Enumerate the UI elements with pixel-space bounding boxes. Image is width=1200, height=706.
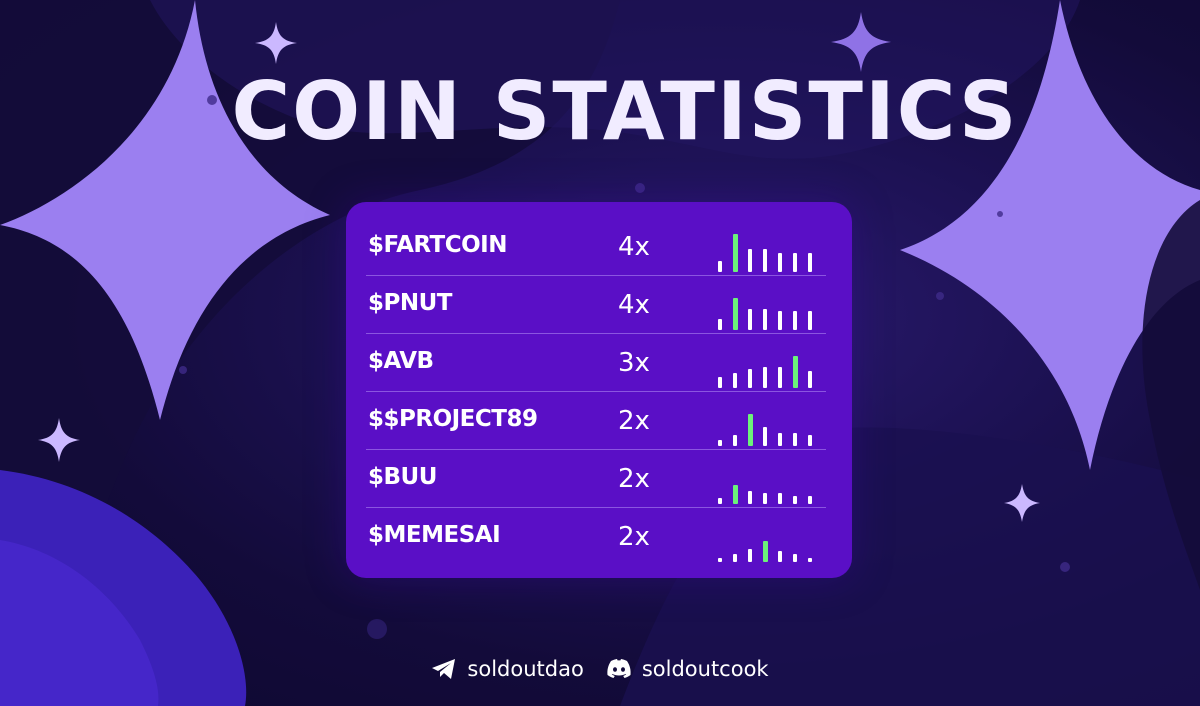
coin-name: $$PROJECT89 — [368, 406, 538, 432]
bar — [748, 369, 752, 388]
coin-multiplier: 4x — [618, 232, 650, 262]
bar — [793, 433, 797, 446]
big-star-left — [0, 0, 330, 420]
sparkle-top-right — [831, 12, 891, 72]
coin-row: $AVB 3x — [366, 334, 826, 392]
bar — [718, 558, 722, 562]
discord-icon — [607, 659, 631, 678]
coin-name: $AVB — [368, 348, 434, 374]
row-divider — [366, 391, 826, 392]
bar — [748, 491, 752, 504]
dot — [997, 211, 1003, 217]
bar — [778, 311, 782, 330]
bar — [748, 249, 752, 272]
mini-bar-chart — [716, 282, 830, 330]
bar — [718, 377, 722, 388]
highlight-bar — [793, 356, 798, 388]
coin-multiplier: 2x — [618, 406, 650, 436]
coin-name: $BUU — [368, 464, 437, 490]
mini-bar-chart — [716, 514, 830, 562]
big-star-right — [900, 0, 1200, 470]
sparkle-top-left — [255, 22, 297, 64]
bar — [718, 440, 722, 446]
bar — [733, 435, 737, 446]
bar — [808, 435, 812, 446]
row-divider — [366, 449, 826, 450]
coin-name: $PNUT — [368, 290, 452, 316]
footer: soldoutdao soldoutcook — [0, 652, 1200, 686]
mini-bar-chart — [716, 456, 830, 504]
coin-statistics-card: $FARTCOIN 4x $PNUT 4x $AVB 3x $$PROJECT89 2x $BU… — [346, 202, 852, 578]
bg-blob-bottom-left-inner — [0, 540, 159, 706]
bar — [763, 427, 767, 446]
bar — [808, 371, 812, 388]
highlight-bar — [748, 414, 753, 446]
dot — [635, 183, 645, 193]
coin-multiplier: 2x — [618, 522, 650, 552]
bar — [793, 311, 797, 330]
mini-bar-chart — [716, 224, 830, 272]
coin-multiplier: 4x — [618, 290, 650, 320]
page-title: COIN STATISTICS — [231, 65, 1019, 158]
dot — [367, 619, 387, 639]
highlight-bar — [733, 298, 738, 330]
bar — [793, 496, 797, 504]
bar — [808, 253, 812, 272]
coin-multiplier: 3x — [618, 348, 650, 378]
bar — [763, 367, 767, 388]
bar — [778, 493, 782, 504]
coin-multiplier: 2x — [618, 464, 650, 494]
bar — [808, 496, 812, 504]
bar — [793, 253, 797, 272]
dot — [207, 95, 217, 105]
bar — [778, 367, 782, 388]
telegram-icon — [432, 659, 456, 679]
telegram-link[interactable]: soldoutdao — [431, 657, 584, 681]
sparkle-right — [1004, 484, 1040, 522]
bar — [718, 498, 722, 504]
bar — [778, 551, 782, 562]
discord-link[interactable]: soldoutcook — [606, 657, 769, 681]
bar — [718, 319, 722, 330]
row-divider — [366, 507, 826, 508]
coin-row: $$PROJECT89 2x — [366, 392, 826, 450]
bar — [778, 433, 782, 446]
coin-name: $MEMESAI — [368, 522, 501, 548]
coin-name: $FARTCOIN — [368, 232, 507, 258]
bar — [763, 309, 767, 330]
discord-handle: soldoutcook — [641, 657, 769, 681]
row-divider — [366, 333, 826, 334]
bar — [763, 249, 767, 272]
bar — [778, 253, 782, 272]
bar — [718, 261, 722, 272]
bar — [748, 309, 752, 330]
sparkle-left — [38, 418, 80, 462]
bar — [808, 558, 812, 562]
bar — [748, 549, 752, 562]
coin-row: $MEMESAI 2x — [366, 508, 826, 566]
dot — [179, 366, 187, 374]
dot — [1060, 562, 1070, 572]
telegram-handle: soldoutdao — [467, 657, 584, 681]
coin-row: $FARTCOIN 4x — [366, 218, 826, 276]
mini-bar-chart — [716, 340, 830, 388]
bar — [733, 373, 737, 388]
dot — [936, 292, 944, 300]
bar — [763, 493, 767, 504]
highlight-bar — [733, 234, 738, 272]
bg-blob-right-edge — [1142, 200, 1200, 590]
row-divider — [366, 275, 826, 276]
highlight-bar — [763, 541, 768, 562]
coin-row: $BUU 2x — [366, 450, 826, 508]
coin-row: $PNUT 4x — [366, 276, 826, 334]
highlight-bar — [733, 485, 738, 504]
bar — [808, 311, 812, 330]
mini-bar-chart — [716, 398, 830, 446]
bar — [733, 554, 737, 562]
bar — [793, 554, 797, 562]
